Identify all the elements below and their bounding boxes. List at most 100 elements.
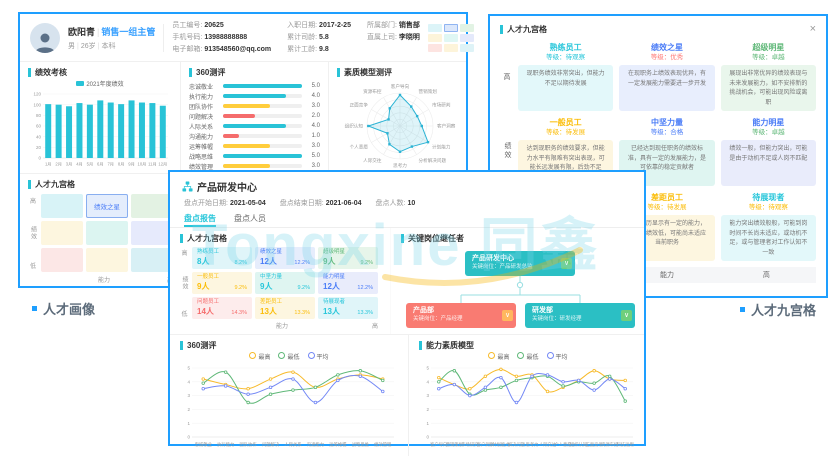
cell-count: 8人 — [197, 257, 210, 266]
svg-text:4: 4 — [187, 379, 190, 384]
svg-text:1月: 1月 — [45, 162, 52, 168]
cell-percent: 9.2% — [234, 285, 247, 291]
eval360-label: 问题解决 — [189, 114, 214, 121]
svg-text:2月: 2月 — [55, 162, 62, 168]
cell-count: 9人 — [197, 282, 210, 291]
cell-count: 14人 — [197, 307, 214, 316]
eval360-row: 战略思维 5.0 — [189, 151, 320, 161]
employee-job-title: 销售一组主管 — [101, 26, 156, 37]
employee-field: 所属部门: 销售部 — [367, 21, 420, 31]
expand-button[interactable]: ∨ — [621, 310, 632, 321]
card-description: 绩效一般，但能力突出，可能是由于动机不足或人岗不匹配 — [720, 140, 816, 186]
svg-text:人际交往: 人际交往 — [539, 441, 557, 448]
employee-name: 欧阳青 — [68, 26, 96, 37]
tab-people[interactable]: 盘点人员 — [234, 213, 266, 223]
axis-label-ability-high: 高 — [762, 272, 770, 279]
close-icon[interactable]: × — [809, 23, 816, 35]
review-report-panel: 产品研发中心 盘点开始日期: 2021-05-04 盘点结束日期: 2021-06-0… — [168, 170, 646, 456]
legend-item-min[interactable]: 最低 — [517, 352, 539, 361]
svg-text:5: 5 — [187, 366, 190, 371]
svg-text:市场研究: 市场研究 — [461, 441, 479, 448]
eval360-track — [223, 134, 302, 138]
report-nine-grid-section: 人才九宫格 高 绩效 低 熟练员工 8人 8.2% 绩效之星 12人 12.2% 超级明星 9… — [170, 228, 390, 334]
legend-item-max[interactable]: 最高 — [249, 352, 270, 361]
axis-label-ability-high: 高 — [371, 324, 378, 330]
section-title-nine-grid: 人才九宫格 — [28, 180, 180, 189]
eval360-label: 忠诚敬业 — [189, 84, 214, 91]
eval360-score: 2.0 — [311, 113, 320, 119]
axis-label-ability: 能力 — [97, 278, 110, 284]
axis-label-low: 低 — [181, 312, 188, 318]
mini-grid-cell — [459, 23, 474, 32]
eval360-row: 绩效管理 3.0 — [189, 161, 320, 171]
eval360-label: 执行能力 — [189, 94, 214, 101]
svg-text:科技运用: 科技运用 — [617, 441, 634, 448]
nine-grid-cell — [41, 248, 83, 272]
cell-name: 差距员工 — [260, 299, 283, 305]
svg-text:资源布控: 资源布控 — [601, 441, 619, 448]
eval360-score: 3.0 — [311, 143, 320, 149]
employee-fields: 员工编号: 20625 手机号码: 13988888888 电子邮箱: 913548560… — [172, 21, 420, 55]
section-title-ability: 能力素质模型 — [419, 341, 637, 350]
legend-item-min[interactable]: 最低 — [278, 352, 300, 361]
cell-values: 12人 12.2% — [323, 281, 373, 292]
chart-360-section: 360测评 最高 最低 平均 0 1 2 3 4 5 忠诚敬业 执行能力 团队协作 问题解决 人际关… — [170, 335, 408, 456]
svg-text:营销策划: 营销策划 — [419, 88, 438, 95]
nine-grid-cell — [131, 248, 173, 272]
cell-count: 9人 — [260, 282, 273, 291]
legend-item-avg[interactable]: 平均 — [546, 352, 568, 361]
employee-field: 入职日期: 2017-2-25 — [287, 21, 351, 31]
legend-item-avg[interactable]: 平均 — [307, 352, 329, 361]
field-value: 9.8 — [319, 45, 329, 53]
axis-label-ability: 能力 — [275, 324, 288, 330]
svg-text:20: 20 — [36, 145, 42, 150]
svg-text:计划能力: 计划能力 — [492, 441, 509, 448]
svg-text:个人意愿: 个人意愿 — [350, 144, 369, 151]
expand-button[interactable]: ∨ — [502, 310, 513, 321]
cell-percent: 13.3% — [357, 310, 373, 316]
employee-age: 26岁 — [80, 42, 96, 50]
field-label: 手机号码: — [172, 33, 203, 41]
mini-grid-cell — [427, 23, 442, 32]
tab-report[interactable]: 盘点报告 — [184, 211, 216, 227]
cell-name: 能力明星 — [323, 274, 346, 280]
svg-text:绩效管理: 绩效管理 — [374, 441, 392, 448]
eval360-label: 战略思维 — [189, 154, 214, 161]
field-value: 销售部 — [398, 21, 420, 29]
report-grid-cell: 待展现者 13人 13.3% — [318, 297, 378, 319]
eval360-bar — [223, 154, 302, 158]
card-grade: 等级：待观察 — [546, 54, 586, 61]
report-grid-cell: 一般员工 9人 9.2% — [192, 272, 252, 294]
eval360-row: 执行能力 4.0 — [189, 91, 320, 101]
cell-values: 12人 12.2% — [260, 256, 310, 267]
svg-text:营销策划: 营销策划 — [446, 441, 463, 448]
card-grade: 等级：优秀 — [650, 54, 684, 61]
eval360-track — [223, 84, 302, 88]
svg-text:12月: 12月 — [158, 162, 167, 168]
cell-percent: 8.2% — [234, 260, 247, 266]
svg-text:1: 1 — [187, 421, 190, 426]
cell-name: 超级明星 — [323, 249, 346, 255]
eval360-bar — [223, 124, 287, 128]
svg-text:100: 100 — [33, 102, 41, 107]
expand-button[interactable]: ∨ — [561, 258, 572, 269]
svg-text:80: 80 — [36, 113, 42, 118]
eval360-row: 团队协作 3.0 — [189, 101, 320, 111]
svg-text:人际交往: 人际交往 — [363, 157, 382, 164]
svg-text:人际关系: 人际关系 — [284, 441, 302, 448]
cell-values: 9人 9.2% — [323, 256, 373, 267]
eval360-track — [223, 104, 302, 108]
report-grid-cell: 绩效之星 12人 12.2% — [255, 247, 315, 269]
legend-item-max[interactable]: 最高 — [488, 352, 509, 361]
eval360-row: 问题解决 2.0 — [189, 111, 320, 121]
axis-label-ability: 能力 — [659, 272, 674, 279]
legend-item-2021[interactable]: 2021年度绩效 — [76, 79, 124, 88]
svg-text:问题解决: 问题解决 — [262, 441, 280, 448]
svg-text:6月: 6月 — [97, 162, 104, 168]
org-icon — [182, 181, 193, 192]
card-name: 绩效之星 — [650, 43, 683, 52]
section-title-succession: 关键岗位继任者 — [401, 234, 634, 243]
cell-percent: 12.2% — [294, 260, 310, 266]
report-grid-cell: 差距员工 13人 13.3% — [255, 297, 315, 319]
nine-grid-card: 超级明星 等级：卓越 展现出非常优异的绩效表现与未来发展能力，如不安排新的挑战机会，… — [720, 42, 816, 111]
